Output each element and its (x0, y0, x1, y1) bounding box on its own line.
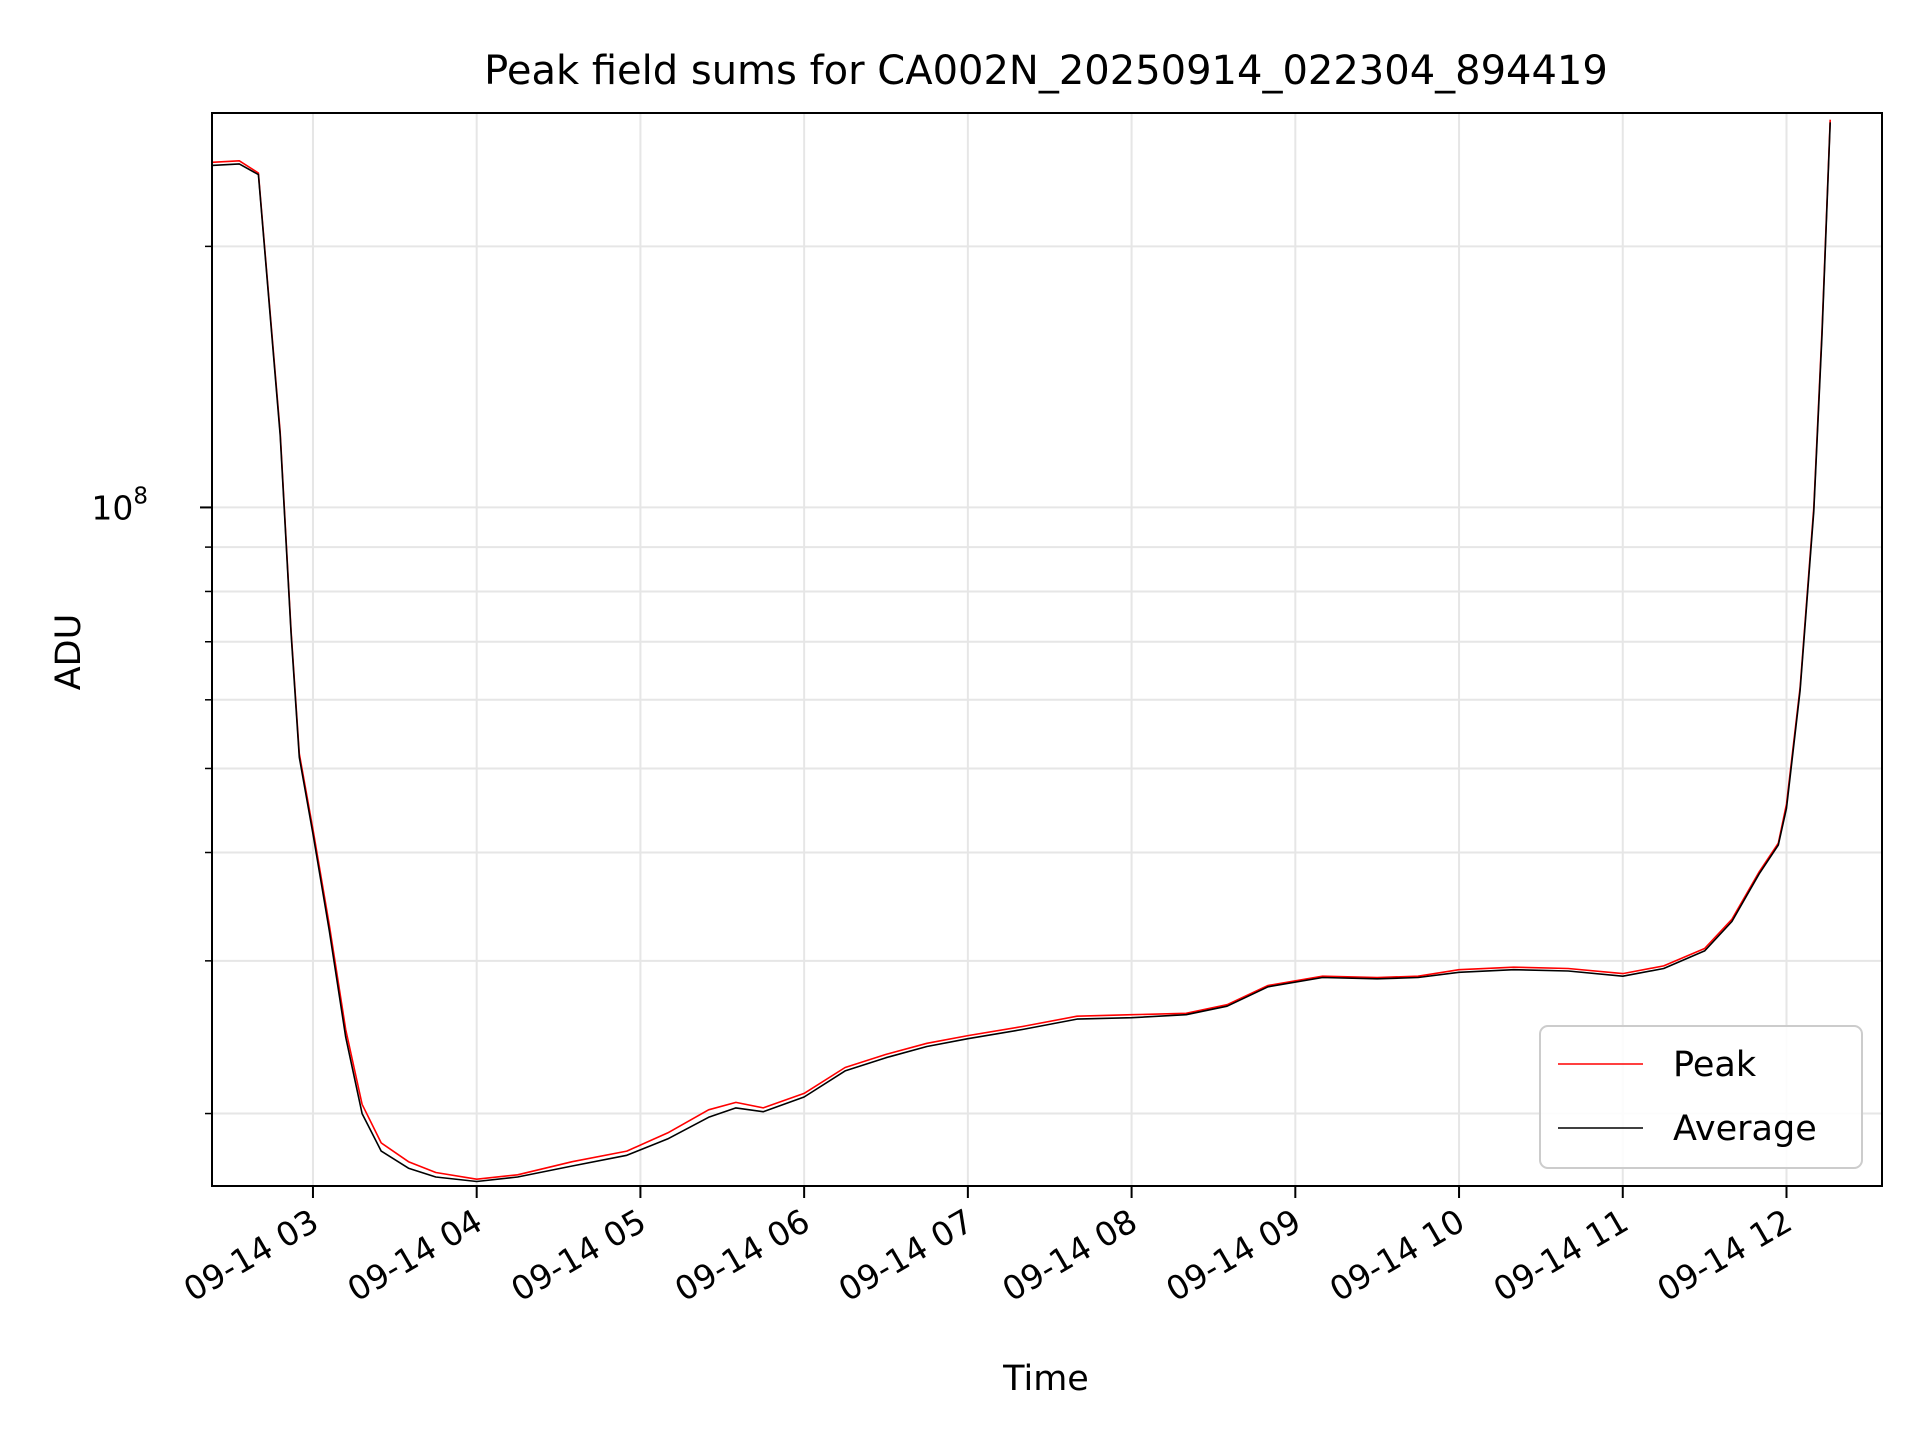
legend-label-average: Average (1673, 1109, 1817, 1149)
y-tick-label-1e8: 108 (91, 483, 148, 527)
chart-title: Peak field sums for CA002N_20250914_0223… (484, 48, 1608, 94)
svg-text:108: 108 (91, 483, 148, 527)
series-line-average (212, 122, 1831, 1183)
series-layer (212, 119, 1831, 1183)
y-tick-base: 10 (91, 488, 133, 527)
x-axis-label: Time (1002, 1359, 1089, 1399)
series-line-peak (212, 119, 1831, 1180)
plot-frame (211, 112, 1883, 1187)
legend: Peak Average (1539, 1025, 1863, 1169)
legend-box (1539, 1025, 1863, 1169)
legend-label-peak: Peak (1673, 1045, 1757, 1085)
y-tick-exponent: 8 (133, 483, 148, 509)
y-axis-label: ADU (49, 614, 89, 691)
